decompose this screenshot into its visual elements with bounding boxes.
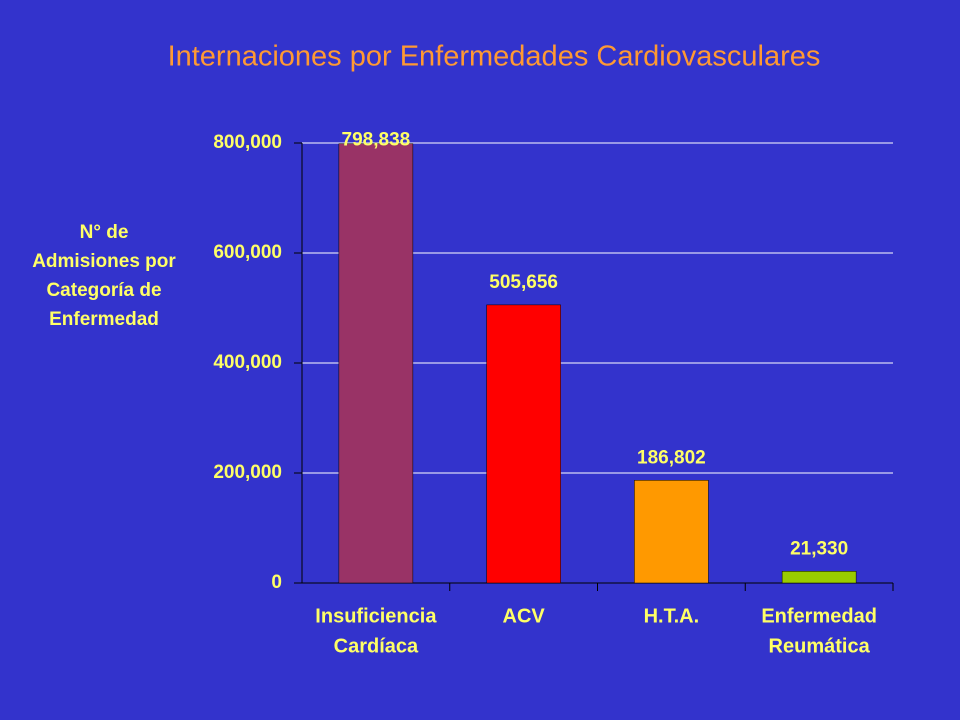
chart-title: Internaciones por Enfermedades Cardiovas… [168,41,821,73]
y-tick-label: 600,000 [213,242,282,263]
bar [634,480,709,584]
data-label: 186,802 [637,447,706,468]
data-label: 21,330 [790,538,848,559]
x-tick-label: Insuficiencia [315,605,437,627]
y-axis-label: N° de [80,222,129,243]
x-tick-label: Cardíaca [334,635,419,657]
bar [338,143,414,584]
bar [781,571,857,584]
y-tick-label: 800,000 [213,132,282,153]
y-axis-label: Enfermedad [49,309,159,330]
data-label: 798,838 [342,130,411,151]
x-tick-label: Enfermedad [761,605,877,627]
x-tick-label: Reumática [769,635,871,657]
y-tick-label: 200,000 [213,462,282,483]
y-axis-label: Categoría de [46,280,161,301]
data-label: 505,656 [489,272,558,293]
y-tick-label: 400,000 [213,352,282,373]
y-tick-label: 0 [271,572,282,593]
bar [486,304,561,584]
x-tick-label: H.T.A. [644,605,700,627]
y-axis-label: Admisiones por [32,251,176,272]
x-tick-label: ACV [503,605,546,627]
